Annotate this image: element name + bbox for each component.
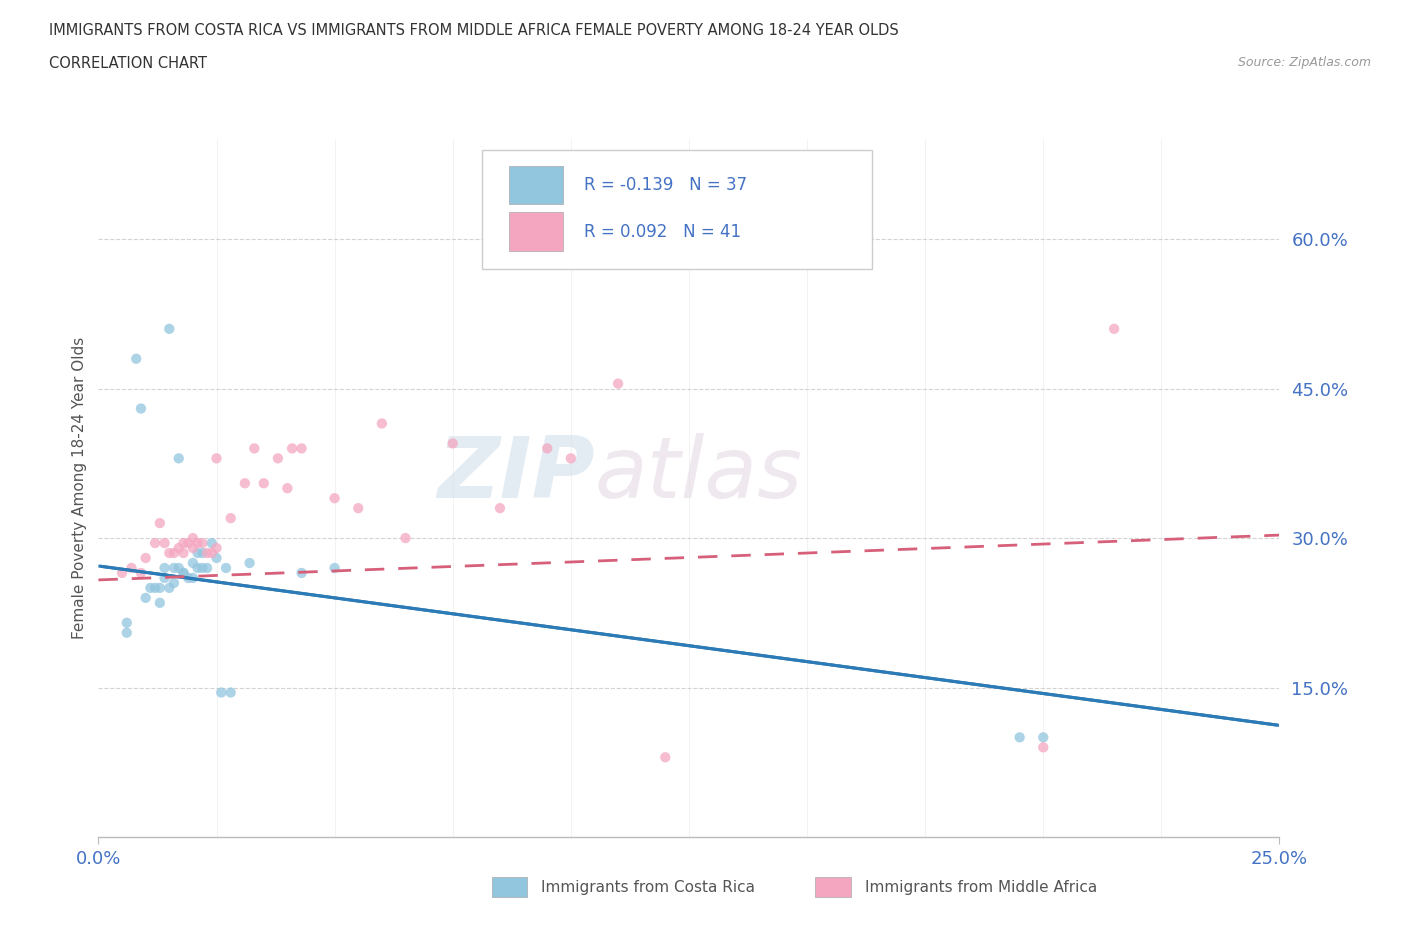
Point — [191, 561, 214, 576]
Point — [181, 555, 204, 570]
Point — [195, 546, 218, 561]
Y-axis label: Female Poverty Among 18-24 Year Olds: Female Poverty Among 18-24 Year Olds — [72, 338, 87, 640]
Point — [135, 591, 157, 605]
Point — [181, 540, 204, 555]
Point — [201, 536, 224, 551]
Point — [167, 561, 190, 576]
Point — [290, 565, 312, 580]
Text: Immigrants from Middle Africa: Immigrants from Middle Africa — [865, 880, 1097, 895]
Point — [191, 546, 214, 561]
Point — [233, 476, 256, 491]
Bar — [509, 166, 562, 204]
Point — [394, 531, 416, 546]
Point — [157, 322, 180, 337]
Point — [205, 540, 228, 555]
Point — [195, 561, 218, 576]
Point — [167, 451, 190, 466]
Point — [560, 451, 582, 466]
Point — [177, 570, 200, 585]
Point — [149, 515, 172, 530]
Point — [253, 476, 276, 491]
Point — [172, 546, 194, 561]
FancyBboxPatch shape — [482, 150, 872, 269]
Point — [153, 570, 176, 585]
Text: atlas: atlas — [595, 432, 803, 516]
Text: R = 0.092   N = 41: R = 0.092 N = 41 — [583, 222, 741, 241]
Point — [536, 441, 558, 456]
Point — [163, 546, 186, 561]
Point — [243, 441, 266, 456]
Point — [121, 561, 143, 576]
Point — [1102, 322, 1125, 337]
Point — [129, 565, 152, 580]
Point — [157, 546, 180, 561]
Point — [143, 580, 166, 595]
Point — [181, 531, 204, 546]
Point — [205, 451, 228, 466]
Point — [129, 401, 152, 416]
Point — [281, 441, 304, 456]
Point — [347, 500, 370, 515]
Point — [149, 595, 172, 610]
Point — [149, 580, 172, 595]
Point — [489, 500, 512, 515]
Text: Immigrants from Costa Rica: Immigrants from Costa Rica — [541, 880, 755, 895]
Bar — [509, 212, 562, 251]
Point — [153, 536, 176, 551]
Text: CORRELATION CHART: CORRELATION CHART — [49, 56, 207, 71]
Point — [1032, 740, 1054, 755]
Point — [209, 685, 232, 700]
Point — [239, 555, 262, 570]
Point — [139, 580, 162, 595]
Point — [607, 376, 630, 391]
Point — [143, 536, 166, 551]
Point — [172, 565, 194, 580]
Point — [167, 540, 190, 555]
Text: IMMIGRANTS FROM COSTA RICA VS IMMIGRANTS FROM MIDDLE AFRICA FEMALE POVERTY AMONG: IMMIGRANTS FROM COSTA RICA VS IMMIGRANTS… — [49, 23, 898, 38]
Text: R = -0.139   N = 37: R = -0.139 N = 37 — [583, 176, 747, 193]
Point — [187, 536, 209, 551]
Point — [205, 551, 228, 565]
Point — [111, 565, 134, 580]
Point — [654, 750, 676, 764]
Text: ZIP: ZIP — [437, 432, 595, 516]
Point — [187, 546, 209, 561]
Point — [276, 481, 298, 496]
Point — [191, 536, 214, 551]
Point — [371, 416, 394, 431]
Point — [172, 565, 194, 580]
Point — [290, 441, 312, 456]
Point — [172, 536, 194, 551]
Point — [1008, 730, 1031, 745]
Point — [441, 436, 464, 451]
Point — [163, 576, 186, 591]
Point — [125, 352, 148, 366]
Point — [215, 561, 238, 576]
Point — [157, 580, 180, 595]
Point — [187, 561, 209, 576]
Point — [153, 561, 176, 576]
Text: Source: ZipAtlas.com: Source: ZipAtlas.com — [1237, 56, 1371, 69]
Point — [115, 625, 138, 640]
Point — [177, 536, 200, 551]
Point — [219, 511, 242, 525]
Point — [181, 570, 204, 585]
Point — [163, 561, 186, 576]
Point — [219, 685, 242, 700]
Point — [323, 561, 346, 576]
Point — [201, 546, 224, 561]
Point — [323, 491, 346, 506]
Point — [1032, 730, 1054, 745]
Point — [115, 616, 138, 631]
Point — [135, 551, 157, 565]
Point — [267, 451, 290, 466]
